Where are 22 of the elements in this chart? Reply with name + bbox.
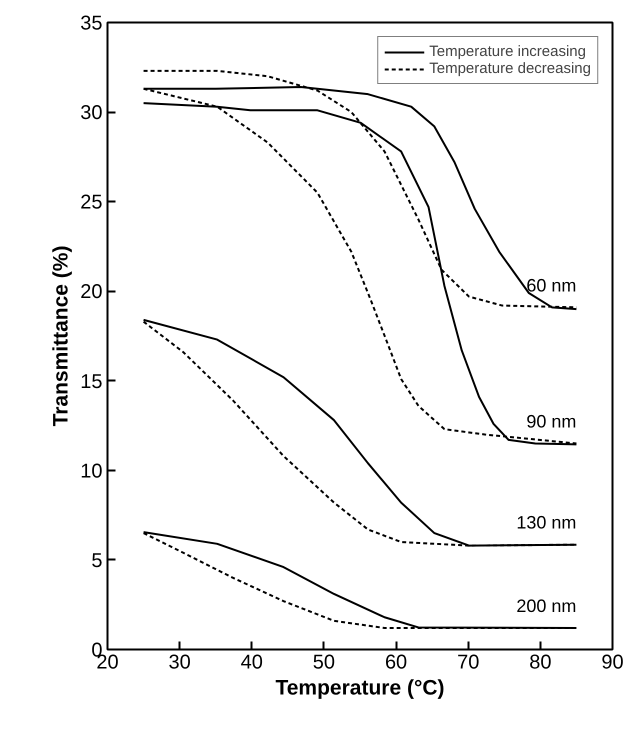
y-tick-label: 5 [91,550,102,572]
x-axis-title: Temperature (°C) [275,676,445,700]
x-tick-label: 70 [457,652,480,674]
annotation: 200 nm [516,596,576,616]
annotation: 130 nm [516,512,576,533]
x-tick-label: 50 [312,652,336,674]
x-tick-label: 90 [601,652,624,674]
legend-label: Temperature increasing [429,43,586,60]
x-tick-label: 40 [240,652,263,674]
y-tick-label: 25 [80,192,103,214]
x-tick-label: 30 [168,652,191,674]
annotation: 90 nm [526,411,576,432]
y-tick-label: 15 [80,370,103,393]
annotation: 60 nm [526,275,576,296]
y-tick-label: 10 [80,460,103,482]
x-tick-label: 60 [384,652,408,674]
x-tick-label: 80 [529,652,552,674]
legend-label: Temperature decreasing [429,60,591,77]
y-tick-label: 20 [80,281,103,304]
y-tick-label: 35 [80,12,103,34]
y-tick-label: 30 [80,102,103,124]
y-axis-title: Transmittance (%) [49,246,72,426]
